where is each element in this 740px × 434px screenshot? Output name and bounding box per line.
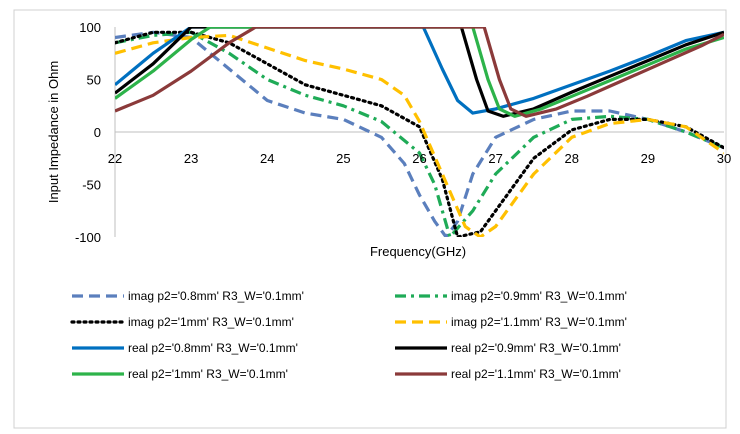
axes bbox=[114, 27, 724, 237]
x-tick-label: 23 bbox=[184, 151, 198, 166]
series-line-6 bbox=[115, 27, 724, 118]
series-line-5 bbox=[115, 27, 724, 115]
x-tick-label: 27 bbox=[488, 151, 502, 166]
y-tick-label: 50 bbox=[87, 73, 101, 88]
y-axis-title: Input Impedance in Ohm bbox=[46, 61, 61, 203]
y-tick-label: 0 bbox=[94, 125, 101, 140]
x-tick-label: 22 bbox=[108, 151, 122, 166]
legend-label-4: imag p2='1.1mm' R3_W='0.1mm' bbox=[451, 315, 627, 329]
series-line-7 bbox=[115, 27, 724, 118]
series-line-8 bbox=[115, 27, 724, 118]
legend-label-6: real p2='0.9mm' R3_W='0.1mm' bbox=[451, 341, 621, 355]
x-tick-label: 29 bbox=[641, 151, 655, 166]
x-tick-label: 28 bbox=[565, 151, 579, 166]
y-tick-label: 100 bbox=[79, 20, 101, 35]
x-tick-label: 25 bbox=[336, 151, 350, 166]
series-line-1 bbox=[115, 30, 724, 237]
x-axis-title: Frequency(GHz) bbox=[370, 244, 466, 259]
series-group bbox=[115, 27, 724, 237]
x-tick-label: 24 bbox=[260, 151, 274, 166]
legend-label-7: real p2='1mm' R3_W='0.1mm' bbox=[128, 367, 288, 381]
legend-label-1: imag p2='0.8mm' R3_W='0.1mm' bbox=[128, 289, 304, 303]
x-tick-label: 30 bbox=[717, 151, 731, 166]
x-tick-label: 26 bbox=[412, 151, 426, 166]
y-tick-label: -100 bbox=[75, 230, 101, 245]
legend: imag p2='0.8mm' R3_W='0.1mm' imag p2='0.9… bbox=[70, 289, 627, 381]
legend-label-3: imag p2='1mm' R3_W='0.1mm' bbox=[128, 315, 294, 329]
legend-label-5: real p2='0.8mm' R3_W='0.1mm' bbox=[128, 341, 298, 355]
legend-label-2: imag p2='0.9mm' R3_W='0.1mm' bbox=[451, 289, 627, 303]
y-tick-label: -50 bbox=[82, 178, 101, 193]
legend-label-8: real p2='1.1mm' R3_W='0.1mm' bbox=[451, 367, 621, 381]
series-line-2 bbox=[115, 30, 724, 237]
tick-labels: 22 23 24 25 26 27 28 29 30 -100 -50 0 50 100 bbox=[75, 20, 731, 245]
